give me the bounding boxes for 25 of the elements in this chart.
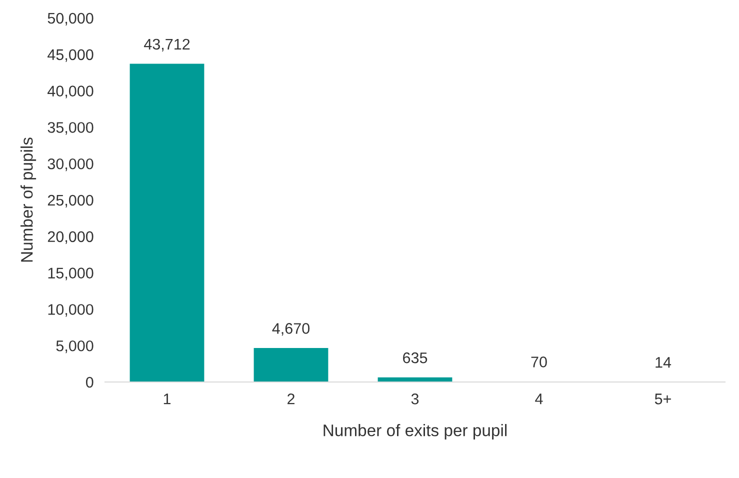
y-tick-label: 50,000 [48,12,94,26]
x-tick-label: 3 [411,394,419,404]
y-tick-label: 10,000 [48,304,94,317]
y-tick-label: 45,000 [48,49,94,62]
y-tick-label: 15,000 [48,268,94,280]
y-tick-label: 20,000 [48,231,94,244]
x-tick-label: 1 [164,394,171,404]
data-label: 14 [656,357,672,368]
data-label: 43,712 [144,38,190,52]
y-tick-label: 25,000 [48,194,94,208]
y-tick-label: 5,000 [56,340,94,354]
x-axis-title: Number of exits per pupil [324,424,507,440]
data-label: 635 [403,352,428,364]
y-tick-label: 35,000 [48,122,94,135]
x-tick-label: 4 [535,394,543,404]
y-axis-title: Number of pupils [20,138,36,262]
bar [130,64,204,382]
bar [254,348,328,382]
y-tick-label: 40,000 [48,86,94,98]
x-tick-label: 5+ [654,394,671,404]
data-label: 70 [531,356,547,368]
data-label: 4,670 [272,323,310,336]
y-tick-label: 0 [86,376,94,388]
x-tick-label: 2 [288,394,294,404]
y-tick-label: 30,000 [48,158,94,172]
